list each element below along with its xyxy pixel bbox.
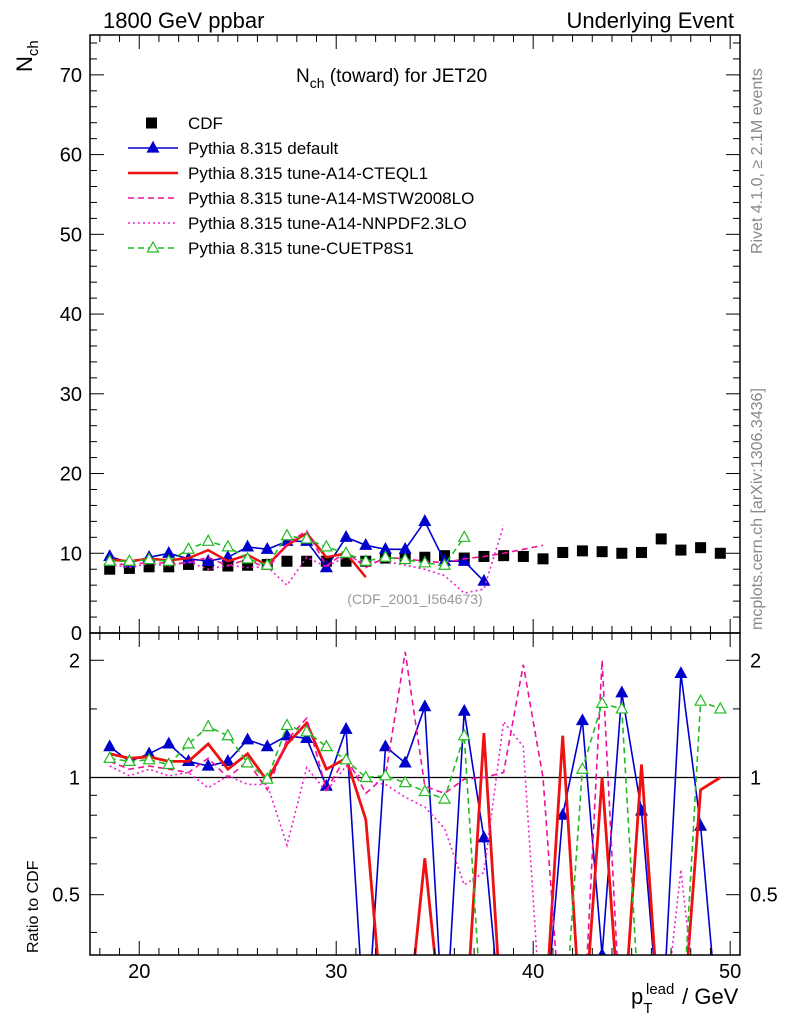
ratio-series-marker — [439, 793, 450, 803]
main-panel-data — [104, 515, 726, 593]
main-y-tick-label: 60 — [60, 145, 82, 167]
legend-label: Pythia 8.315 default — [188, 139, 339, 158]
main-series-marker — [341, 531, 352, 541]
cdf-data-point — [695, 542, 706, 553]
cdf-data-point — [577, 545, 588, 556]
ratio-series-marker — [104, 741, 115, 751]
legend-label: CDF — [188, 114, 223, 133]
ratio-series-group — [104, 652, 726, 1024]
x-tick-label: 50 — [719, 961, 741, 983]
ratio-y-tick-label-right: 2 — [750, 650, 761, 672]
cdf-data-point — [281, 556, 292, 567]
legend-marker — [148, 142, 159, 152]
ratio-series-marker — [597, 949, 608, 959]
main-series-marker — [459, 531, 470, 541]
x-tick-label: 40 — [522, 961, 544, 983]
rivet-version-label: Rivet 4.1.0, ≥ 2.1M events — [749, 68, 766, 254]
mcplots-reference-label: mcplots.cern.ch [arXiv:1306.3436] — [749, 388, 766, 630]
underlying-event-plot: 0 10 20 30 40 50 60 70 0.5 0.5 1 1 2 2 20 30 40 50 1800 G… — [0, 0, 786, 1024]
main-series-marker — [419, 515, 430, 525]
x-axis-label-sup: lead — [646, 981, 674, 998]
cdf-data-point — [715, 548, 726, 559]
legend: CDF Pythia 8.315 default Pythia 8.315 tune… — [128, 114, 474, 258]
ratio-series-marker — [341, 723, 352, 733]
main-y-tick-label: 10 — [60, 543, 82, 565]
main-y-tick-label: 50 — [60, 224, 82, 246]
legend-label: Pythia 8.315 tune-A14-CTEQL1 — [188, 164, 428, 183]
ratio-series-marker — [380, 770, 391, 780]
ratio-series-marker — [163, 738, 174, 748]
main-series-marker — [242, 541, 253, 551]
legend-marker — [148, 242, 159, 252]
ratio-series-marker — [675, 667, 686, 677]
main-y-tick-label: 0 — [71, 623, 82, 645]
cdf-data-point — [538, 553, 549, 564]
cdf-data-point — [656, 533, 667, 544]
ratio-series-line — [110, 723, 721, 1024]
ratio-series-marker — [597, 697, 608, 707]
ratio-series-marker — [242, 734, 253, 744]
plot-title: Nch (toward) for JET20 — [296, 66, 487, 91]
main-y-tick-label: 40 — [60, 304, 82, 326]
cdf-data-point — [518, 551, 529, 562]
ratio-y-tick-label: 0.5 — [52, 885, 80, 907]
cdf-data-point — [636, 547, 647, 558]
ratio-series-marker — [695, 695, 706, 705]
ratio-series-marker — [321, 741, 332, 751]
x-tick-label: 20 — [128, 961, 150, 983]
x-axis-label-rest: / GeV — [676, 984, 739, 1009]
ratio-series-marker — [203, 721, 214, 731]
ratio-y-tick-label-right: 0.5 — [750, 885, 778, 907]
header-right: Underlying Event — [566, 8, 734, 33]
header-left: 1800 GeV ppbar — [103, 8, 264, 33]
ratio-series-marker — [459, 705, 470, 715]
cdf-data-point — [597, 546, 608, 557]
ratio-y-tick-label: 2 — [69, 650, 80, 672]
legend-label: Pythia 8.315 tune-A14-NNPDF2.3LO — [188, 214, 467, 233]
ratio-series-marker — [419, 701, 430, 711]
main-series-marker — [203, 535, 214, 545]
ratio-y-tick-label: 1 — [69, 767, 80, 789]
legend-swatch — [146, 118, 157, 129]
ratio-series-marker — [183, 738, 194, 748]
main-series-marker — [222, 541, 233, 551]
main-series-marker — [183, 543, 194, 553]
ratio-y-axis-label: Ratio to CDF — [25, 860, 42, 953]
ratio-series-marker — [478, 832, 489, 842]
main-y-tick-label: 20 — [60, 464, 82, 486]
main-y-tick-label: 30 — [60, 384, 82, 406]
main-series-marker — [281, 530, 292, 540]
plot-title-main: N — [296, 66, 310, 87]
ratio-series-marker — [341, 754, 352, 764]
ratio-series-marker — [577, 715, 588, 725]
ratio-series-marker — [616, 687, 627, 697]
main-y-axis-label-sub: ch — [25, 40, 42, 56]
main-y-axis-label: Nch — [12, 40, 42, 72]
plot-title-sub: ch — [310, 75, 325, 91]
x-tick-label: 30 — [325, 961, 347, 983]
analysis-watermark: (CDF_2001_I564673) — [347, 591, 482, 607]
ratio-y-tick-label-right: 1 — [750, 767, 761, 789]
cdf-data-point — [616, 548, 627, 559]
main-y-tick-label: 70 — [60, 65, 82, 87]
legend-label: Pythia 8.315 tune-A14-MSTW2008LO — [188, 189, 474, 208]
plot-title-rest: (toward) for JET20 — [325, 66, 488, 87]
ratio-panel-data — [90, 652, 740, 1024]
cdf-data-point — [675, 545, 686, 556]
ratio-series-line — [110, 674, 721, 1024]
x-axis-label-sub: T — [643, 1000, 652, 1017]
ratio-series-marker — [281, 719, 292, 729]
cdf-data-point — [557, 547, 568, 558]
ratio-series-marker — [715, 703, 726, 713]
x-axis-label-main: p — [631, 984, 643, 1009]
legend-label: Pythia 8.315 tune-CUETP8S1 — [188, 239, 414, 258]
ratio-series-marker — [616, 703, 627, 713]
ratio-series-line — [110, 722, 721, 1024]
ratio-series-marker — [400, 757, 411, 767]
main-y-axis-label-main: N — [12, 56, 37, 72]
x-axis-label: pTlead / GeV — [631, 981, 739, 1017]
